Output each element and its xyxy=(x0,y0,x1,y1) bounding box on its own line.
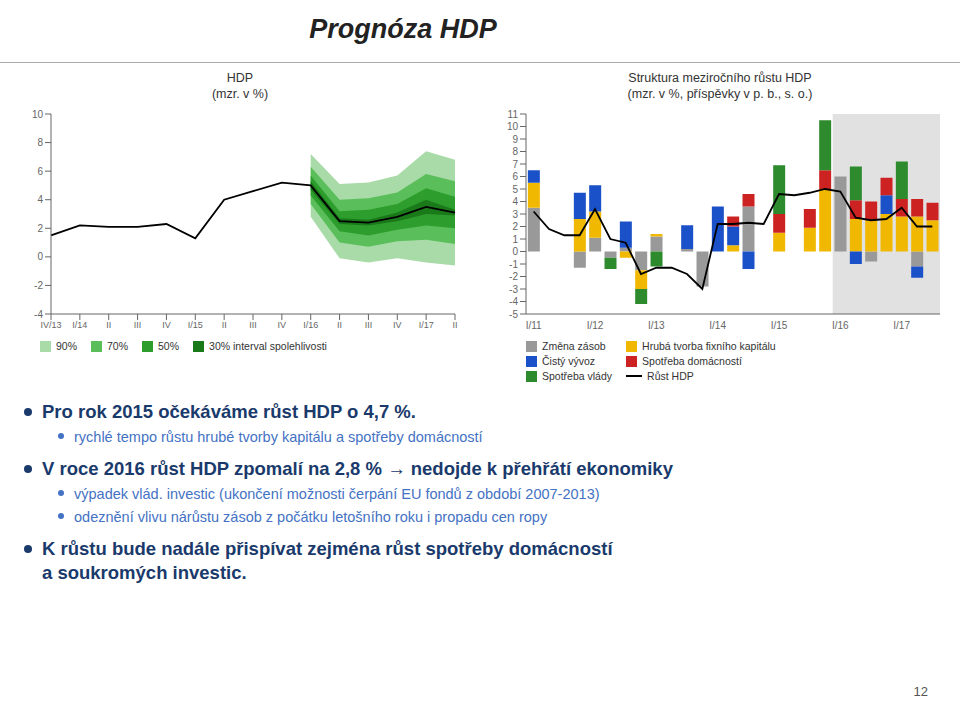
svg-text:1: 1 xyxy=(512,234,518,245)
svg-text:II: II xyxy=(452,320,457,330)
svg-text:9: 9 xyxy=(512,134,518,145)
html-text:Prognóza HDP: Prognóza HDP xyxy=(309,14,497,44)
svg-text:IV: IV xyxy=(162,320,171,330)
svg-text:I/14: I/14 xyxy=(72,320,87,330)
svg-text:2: 2 xyxy=(37,223,43,234)
svg-text:3: 3 xyxy=(512,209,518,220)
svg-text:I/12: I/12 xyxy=(587,320,604,331)
svg-text:6: 6 xyxy=(512,171,518,182)
svg-text:8: 8 xyxy=(37,137,43,148)
svg-text:I/11: I/11 xyxy=(526,320,542,331)
svg-text:II: II xyxy=(106,320,111,330)
html-text:výpadek vlád. investic (ukonče: výpadek vlád. investic (ukončení možnost… xyxy=(74,486,600,502)
svg-text:-5: -5 xyxy=(509,309,518,320)
svg-text:I/15: I/15 xyxy=(771,320,788,331)
svg-text:2: 2 xyxy=(512,221,518,232)
svg-text:IV/13: IV/13 xyxy=(40,320,61,330)
html-text:rychlé tempo růstu hrubé tvorb: rychlé tempo růstu hrubé tvorby kapitálu… xyxy=(74,429,483,445)
svg-text:8: 8 xyxy=(512,146,518,157)
html-text:70%: 70% xyxy=(107,340,128,352)
svg-text:-2: -2 xyxy=(509,271,518,282)
html-text:Spotřeba domácností: Spotřeba domácností xyxy=(642,355,742,367)
svg-text:6: 6 xyxy=(37,166,43,177)
svg-text:-2: -2 xyxy=(34,280,43,291)
html-text:HDP: HDP xyxy=(226,71,254,85)
svg-text:IV: IV xyxy=(278,320,287,330)
svg-text:10: 10 xyxy=(507,121,519,132)
html-text:Hrubá tvorba fixního kapitálu: Hrubá tvorba fixního kapitálu xyxy=(642,340,776,352)
svg-text:5: 5 xyxy=(512,184,518,195)
svg-text:II: II xyxy=(337,320,342,330)
svg-text:I/15: I/15 xyxy=(188,320,203,330)
html-text:30% interval spolehlivosti: 30% interval spolehlivosti xyxy=(209,340,327,352)
svg-text:0: 0 xyxy=(512,246,518,257)
svg-text:10: 10 xyxy=(32,109,44,120)
svg-text:II: II xyxy=(222,320,227,330)
svg-text:I/16: I/16 xyxy=(303,320,318,330)
html-text:Čistý vývoz: Čistý vývoz xyxy=(542,355,596,367)
svg-text:I/17: I/17 xyxy=(419,320,434,330)
html-text:Změna zásob: Změna zásob xyxy=(542,340,606,352)
svg-text:I/13: I/13 xyxy=(648,320,665,331)
html-text:Struktura meziročního růstu HD: Struktura meziročního růstu HDP xyxy=(628,71,812,85)
html-text:50%: 50% xyxy=(158,340,179,352)
html-text:K růstu bude nadále přispívat: K růstu bude nadále přispívat zejména rů… xyxy=(42,538,613,583)
svg-text:I/17: I/17 xyxy=(893,320,910,331)
svg-text:I/16: I/16 xyxy=(832,320,849,331)
html-text:odeznění vlivu nárůstu zásob z: odeznění vlivu nárůstu zásob z počátku l… xyxy=(74,509,548,525)
svg-text:4: 4 xyxy=(37,194,43,205)
svg-text:0: 0 xyxy=(37,251,43,262)
svg-text:III: III xyxy=(134,320,142,330)
svg-text:-4: -4 xyxy=(34,309,43,320)
svg-text:III: III xyxy=(249,320,257,330)
svg-text:-1: -1 xyxy=(509,259,518,270)
svg-text:I/14: I/14 xyxy=(709,320,726,331)
html-text:Spotřeba vlády: Spotřeba vlády xyxy=(542,370,612,382)
svg-text:III: III xyxy=(365,320,373,330)
html-text:V roce 2016 růst HDP zpomalí n: V roce 2016 růst HDP zpomalí na 2,8 % → … xyxy=(42,458,673,479)
html-text:(mzr. v %, příspěvky v p. b.,: (mzr. v %, příspěvky v p. b., s. o.) xyxy=(627,87,813,101)
html-text:Pro rok 2015 očekáváme růst HD: Pro rok 2015 očekáváme růst HDP o 4,7 %. xyxy=(42,401,416,422)
html-text:12: 12 xyxy=(913,684,928,699)
html-text:Růst HDP: Růst HDP xyxy=(647,370,694,382)
html-text:(mzr. v %): (mzr. v %) xyxy=(211,87,269,101)
svg-text:-4: -4 xyxy=(509,296,518,307)
svg-text:11: 11 xyxy=(508,109,519,120)
svg-text:IV: IV xyxy=(393,320,402,330)
svg-text:4: 4 xyxy=(512,196,518,207)
svg-text:-3: -3 xyxy=(509,284,518,295)
html-text:90%: 90% xyxy=(56,340,77,352)
svg-text:7: 7 xyxy=(512,159,518,170)
